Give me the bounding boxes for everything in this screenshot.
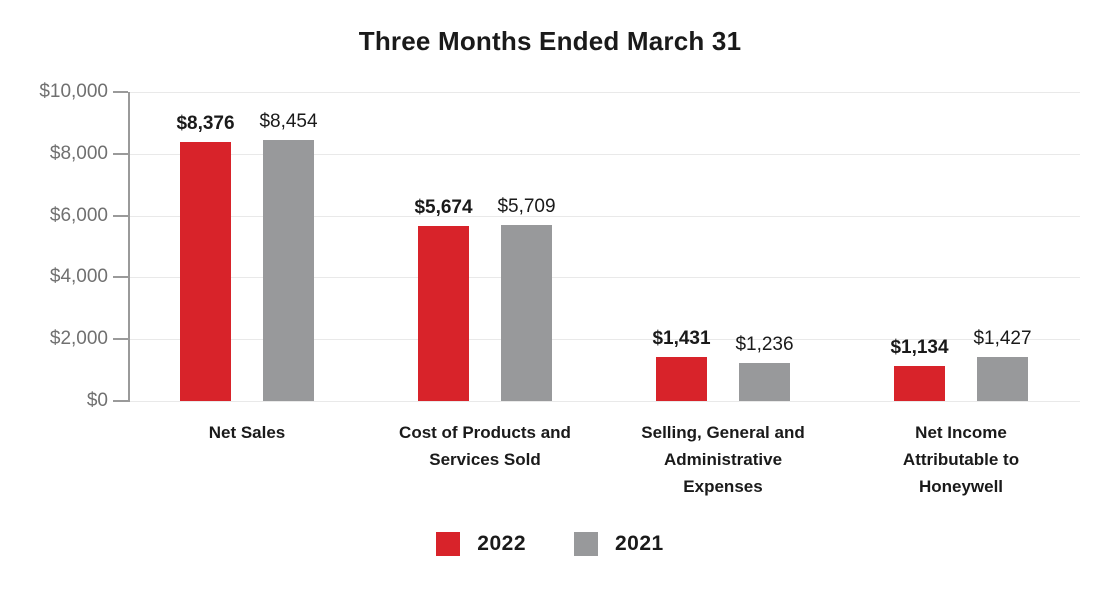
legend-label-2021: 2021 [615, 532, 664, 555]
bar-value-label: $1,134 [890, 336, 949, 358]
gridline [128, 153, 1080, 155]
bar-value-label: $5,674 [414, 196, 473, 218]
y-axis-tick [113, 214, 128, 217]
y-axis-tick-label: $4,000 [49, 266, 108, 288]
y-axis-tick [113, 400, 128, 402]
bar-2022-4 [894, 365, 945, 401]
gridline [128, 215, 1080, 217]
category-label: Cost of Products and Services Sold [365, 419, 605, 473]
y-axis-tick-label: $8,000 [49, 142, 108, 164]
category-label-line: Attributable to [902, 450, 1020, 469]
category-label-line: Services Sold [429, 450, 541, 469]
y-axis-tick-label: $2,000 [49, 328, 108, 350]
category-label-line: Administrative [663, 450, 783, 469]
legend-item-2022: 2022 [436, 532, 526, 556]
legend-swatch-2021 [574, 532, 598, 556]
category-label-line: Cost of Products and [399, 423, 571, 442]
bar-value-label: $8,376 [176, 113, 235, 135]
y-axis-tick-label: $6,000 [49, 204, 108, 226]
y-axis-tick-label: $10,000 [39, 81, 108, 102]
bar-value-label: $1,431 [652, 327, 711, 349]
category-label: Net Sales [127, 419, 367, 446]
legend-label-2022: 2022 [477, 532, 526, 555]
bar-2021-2 [501, 224, 552, 401]
gridline [128, 277, 1080, 279]
category-label-line: Honeywell [918, 477, 1004, 496]
bar-2022-2 [418, 225, 469, 401]
bar-2021-3 [739, 362, 790, 401]
bar-2021-4 [977, 356, 1028, 401]
y-axis-tick [113, 91, 128, 93]
category-label-line: Expenses [683, 477, 763, 496]
chart-title: Three Months Ended March 31 [358, 26, 742, 56]
gridline [128, 339, 1080, 341]
bar-2021-1 [263, 139, 314, 401]
y-axis-tick [113, 338, 128, 341]
legend: 2022 2021 [0, 532, 1100, 556]
category-label: Net Income Attributable to Honeywell [841, 419, 1081, 500]
bar-value-label: $1,236 [735, 333, 794, 355]
gridline [128, 92, 1080, 93]
category-label-line: Net Income [915, 423, 1007, 442]
bar-2022-1 [180, 142, 231, 401]
legend-item-2021: 2021 [574, 532, 664, 556]
y-axis-tick [113, 152, 128, 155]
y-axis-line [128, 92, 130, 402]
category-label-line: Selling, General and [641, 423, 805, 442]
legend-swatch-2022 [436, 532, 461, 556]
bar-value-label: $8,454 [259, 110, 318, 132]
y-axis-tick [113, 276, 128, 279]
bar-2022-3 [656, 356, 707, 401]
y-axis-tick-label: $0 [86, 390, 108, 411]
category-label-line: Net Sales [208, 423, 286, 442]
plot-area: $8,376 $8,454 $5,674 $5,709 $1,431 $1,236 $1,1… [128, 92, 1080, 402]
gridline [128, 401, 1080, 402]
bar-value-label: $1,427 [973, 327, 1032, 349]
category-label: Selling, General and Administrative Expens… [603, 419, 843, 500]
bar-value-label: $5,709 [497, 195, 556, 217]
